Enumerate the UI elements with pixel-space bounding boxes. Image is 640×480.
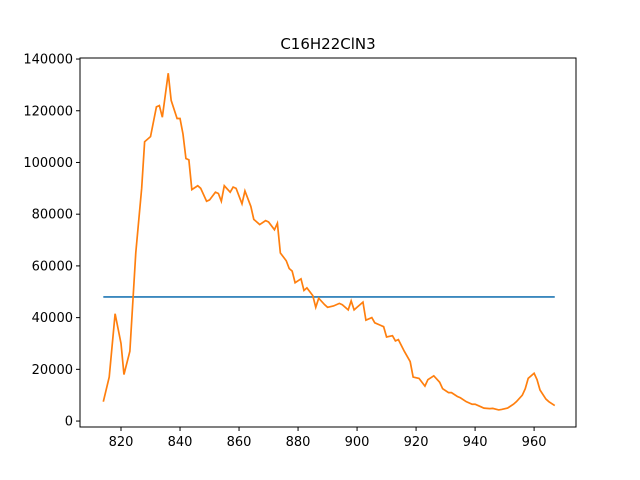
axes-frame	[79, 57, 577, 428]
x-tick-label: 920	[404, 435, 429, 450]
y-tick-label: 40000	[32, 311, 73, 326]
y-tick-label: 60000	[32, 259, 73, 274]
y-tick-label: 120000	[23, 104, 73, 119]
x-tick-label: 880	[286, 435, 311, 450]
y-tick-label: 20000	[32, 363, 73, 378]
chart-title: C16H22ClN3	[280, 35, 375, 53]
x-tick-label: 900	[345, 435, 370, 450]
x-tick-label: 820	[109, 435, 134, 450]
x-tick-label: 840	[168, 435, 193, 450]
line	[102, 73, 556, 411]
x-tick-label: 960	[522, 435, 547, 450]
y-tick-label: 140000	[23, 53, 73, 68]
y-tick-label: 0	[65, 415, 73, 430]
x-tick-label: 940	[463, 435, 488, 450]
x-tick-label: 860	[227, 435, 252, 450]
y-tick-label: 80000	[32, 208, 73, 223]
y-tick-label: 100000	[23, 156, 73, 171]
